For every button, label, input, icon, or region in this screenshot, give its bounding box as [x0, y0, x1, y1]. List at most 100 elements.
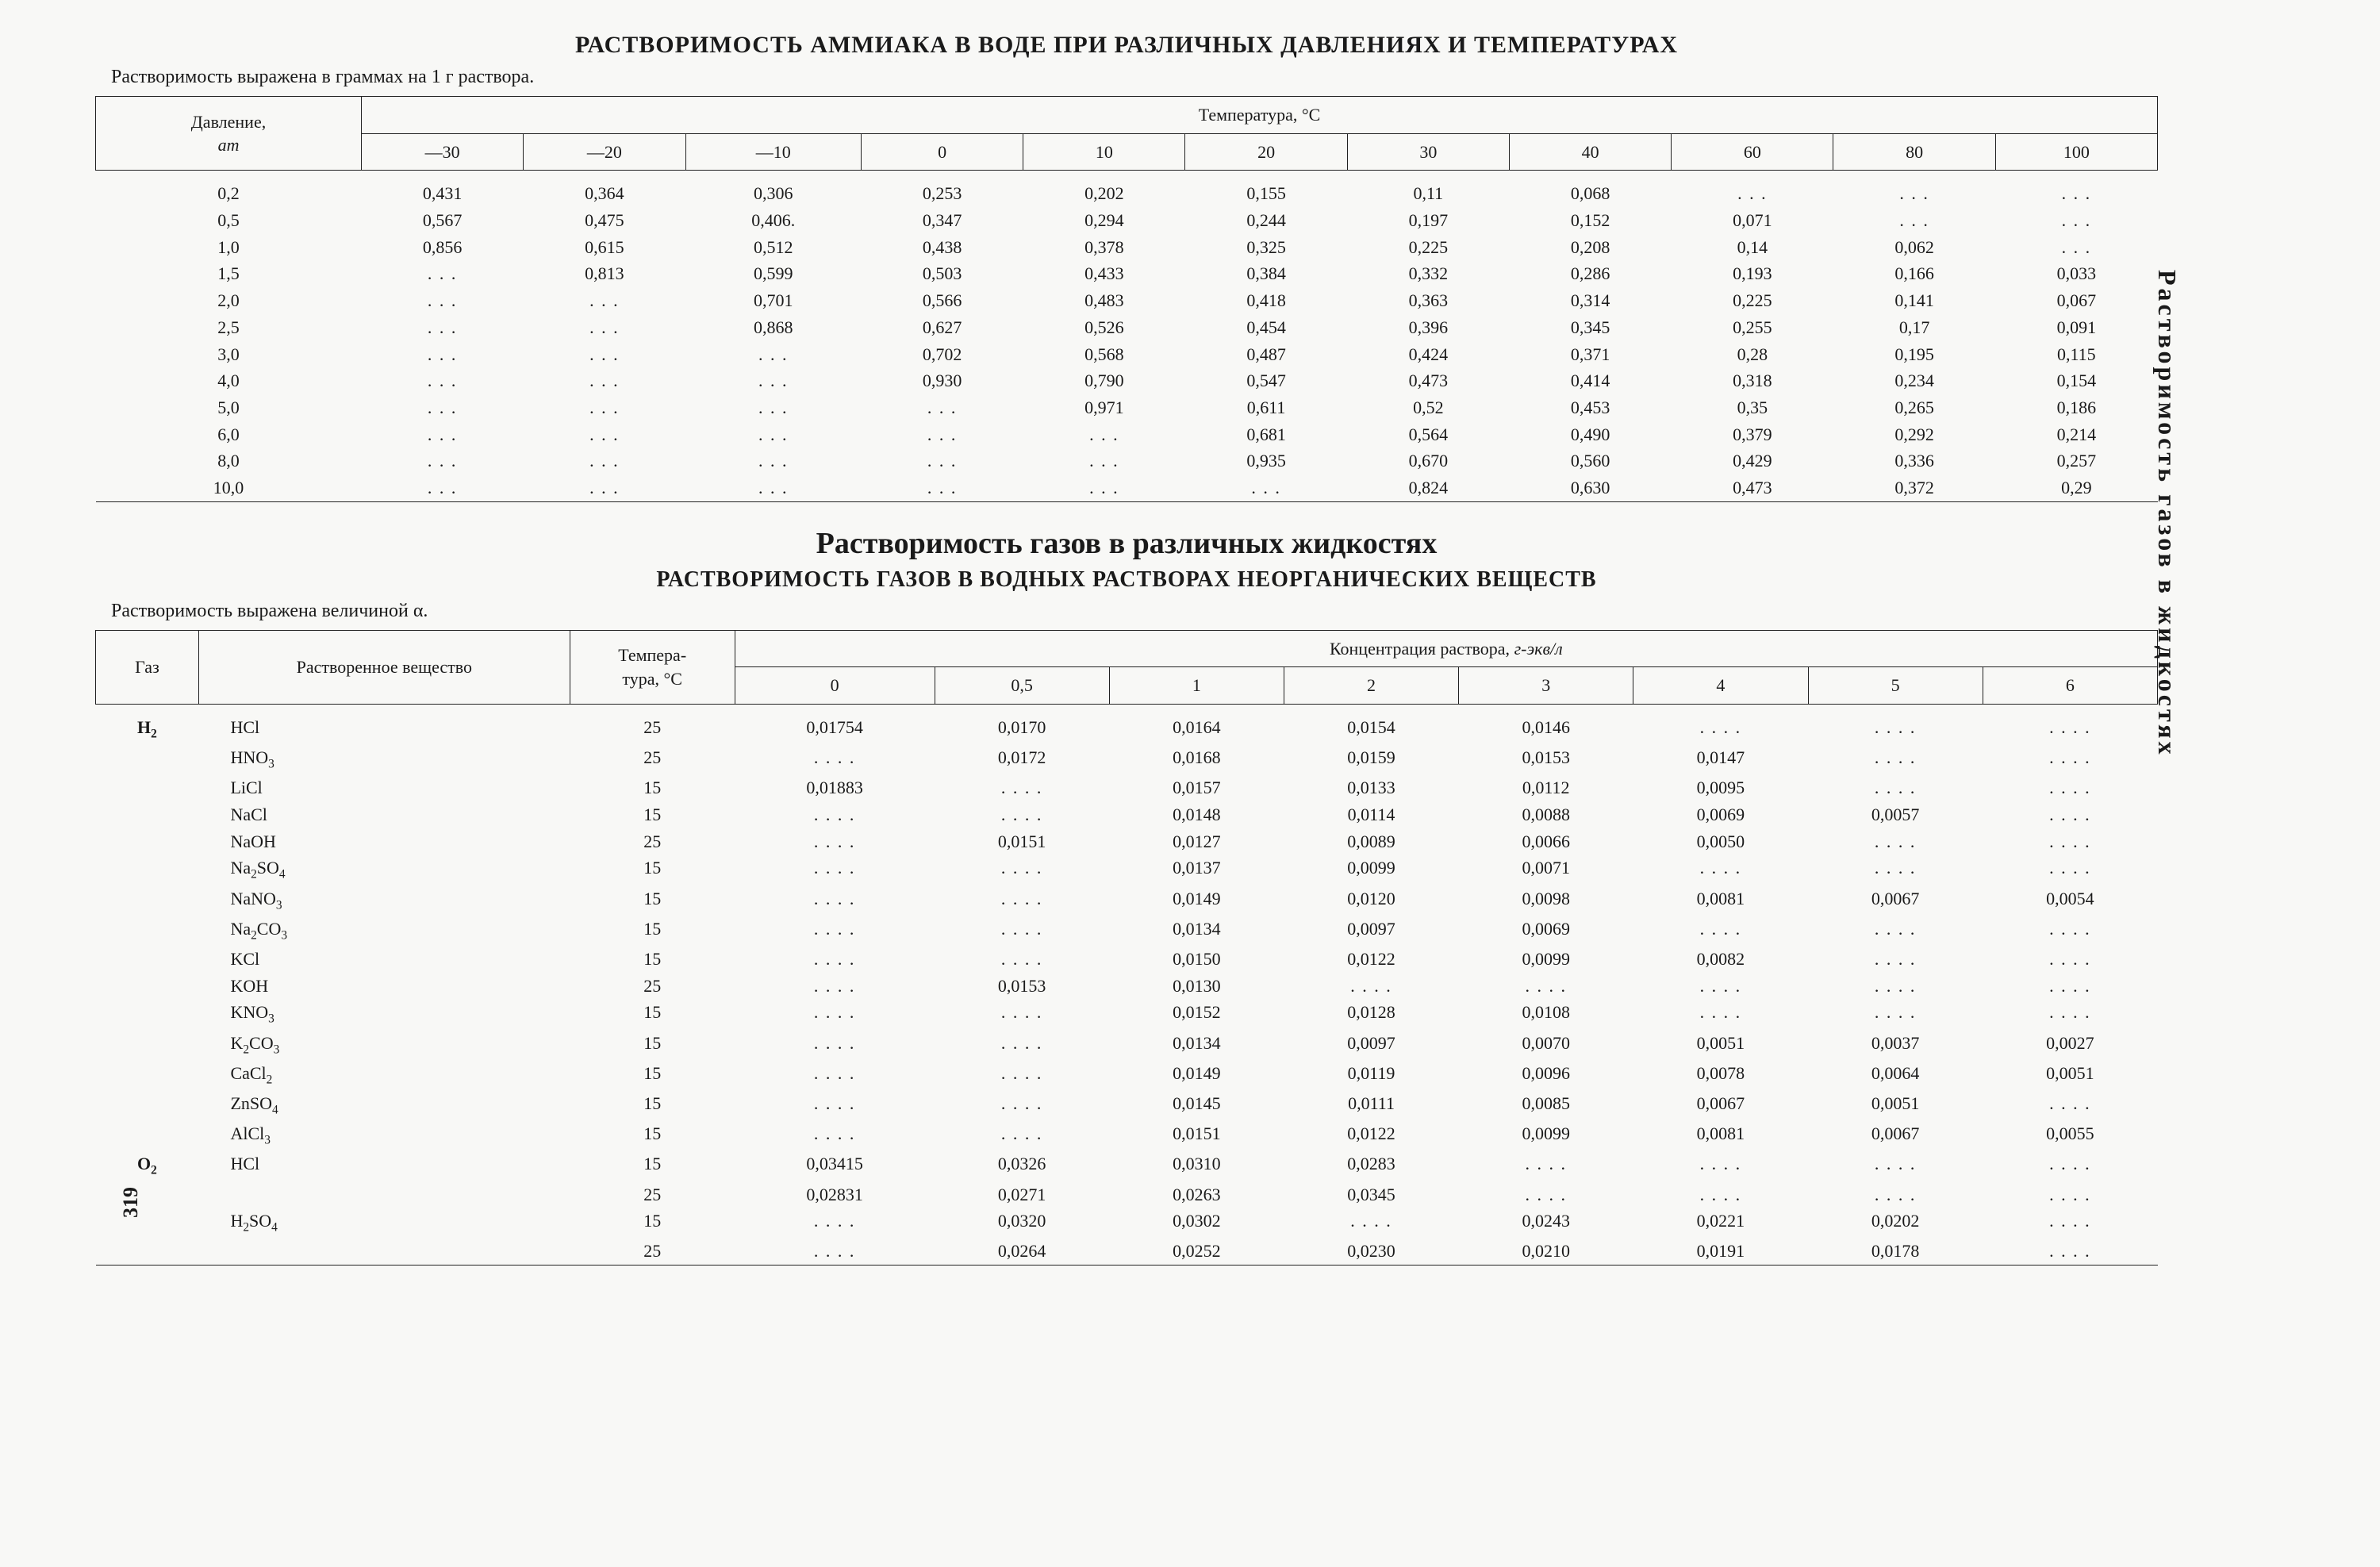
t2-temp-cell: 15: [570, 855, 735, 885]
t1-cell: . . .: [524, 314, 685, 341]
t2-cell: 0,0137: [1109, 855, 1284, 885]
t2-gas-cell: H2: [96, 705, 199, 745]
t1-cell: 0,332: [1347, 260, 1509, 287]
t2-cell: . . . .: [935, 999, 1109, 1029]
t1-cell: 0,701: [685, 287, 861, 314]
t1-cell: 0,336: [1833, 447, 1995, 474]
t1-cell: 0,244: [1185, 207, 1347, 234]
t1-pressure-cell: 2,0: [96, 287, 362, 314]
t1-cell: 0,473: [1347, 367, 1509, 394]
t2-cell: 0,0082: [1633, 946, 1808, 973]
t2-solute-cell: Na2SO4: [198, 855, 570, 885]
t1-col-3: 0: [861, 133, 1023, 171]
t2-solute-cell: CaCl2: [198, 1060, 570, 1090]
t1-cell: 0,379: [1672, 421, 1833, 448]
t2-cell: 0,0122: [1284, 1120, 1458, 1150]
table2-subtitle: Растворимость выражена величиной α.: [111, 601, 2158, 622]
t1-pressure-cell: 1,0: [96, 234, 362, 261]
t2-solute-cell: [198, 1238, 570, 1265]
t2-cell: 0,0064: [1808, 1060, 1983, 1090]
t2-cell: . . . .: [735, 916, 935, 946]
t2-cell: 0,0230: [1284, 1238, 1458, 1265]
t1-cell: . . .: [861, 474, 1023, 501]
table-row: KCl15. . . .. . . .0,01500,01220,00990,0…: [96, 946, 2158, 973]
t1-pressure-cell: 0,2: [96, 171, 362, 207]
t1-col-9: 80: [1833, 133, 1995, 171]
t1-col-4: 10: [1023, 133, 1185, 171]
t2-cell: 0,0326: [935, 1150, 1109, 1181]
t2-solute-cell: H2SO4: [198, 1208, 570, 1238]
t1-cell: 0,294: [1023, 207, 1185, 234]
t1-cell: 0,406.: [685, 207, 861, 234]
t2-temp-cell: 25: [570, 828, 735, 855]
t2-cell: . . . .: [1983, 828, 2157, 855]
t2-cell: . . . .: [1808, 1181, 1983, 1208]
t1-cell: 0,067: [1995, 287, 2157, 314]
t1-cell: 0,378: [1023, 234, 1185, 261]
t2-cell: . . . .: [735, 973, 935, 1000]
t2-cell: . . . .: [735, 1090, 935, 1120]
t2-solute-cell: HNO3: [198, 744, 570, 774]
t2-solute-cell: NaOH: [198, 828, 570, 855]
t2-cell: . . . .: [1808, 828, 1983, 855]
t2-col-1: 0,5: [935, 667, 1109, 705]
table1-title: РАСТВОРИМОСТЬ АММИАКА В ВОДЕ ПРИ РАЗЛИЧН…: [95, 32, 2158, 59]
t1-cell: . . .: [362, 474, 524, 501]
t2-cell: 0,01754: [735, 705, 935, 745]
t2-cell: 0,0055: [1983, 1120, 2157, 1150]
t1-cell: 0,152: [1509, 207, 1671, 234]
t2-cell: . . . .: [1983, 705, 2157, 745]
t2-cell: 0,0111: [1284, 1090, 1458, 1120]
t2-cell: 0,0066: [1459, 828, 1633, 855]
t1-cell: . . .: [524, 447, 685, 474]
t2-cell: . . . .: [1459, 1181, 1633, 1208]
t1-cell: 0,630: [1509, 474, 1671, 501]
t1-cell: . . .: [362, 260, 524, 287]
t2-cell: 0,0089: [1284, 828, 1458, 855]
t1-cell: . . .: [685, 421, 861, 448]
t2-cell: 0,0310: [1109, 1150, 1284, 1181]
t2-gas-cell: [96, 973, 199, 1000]
t2-solute-cell: KOH: [198, 973, 570, 1000]
t2-col-7: 6: [1983, 667, 2157, 705]
section-title-large: Растворимость газов в различных жидкостя…: [95, 526, 2158, 561]
t2-cell: 0,0081: [1633, 885, 1808, 916]
t1-cell: 0,566: [861, 287, 1023, 314]
t1-cell: 0,28: [1672, 341, 1833, 368]
t1-cell: . . .: [685, 474, 861, 501]
table-row: 4,0. . .. . .. . .0,9300,7900,5470,4730,…: [96, 367, 2158, 394]
t2-temp-cell: 25: [570, 1238, 735, 1265]
t1-cell: 0,483: [1023, 287, 1185, 314]
t1-cell: 0,702: [861, 341, 1023, 368]
t2-cell: 0,0153: [935, 973, 1109, 1000]
t2-cell: . . . .: [1284, 1208, 1458, 1238]
table-row: ZnSO415. . . .. . . .0,01450,01110,00850…: [96, 1090, 2158, 1120]
t1-cell: 0,424: [1347, 341, 1509, 368]
t2-cell: 0,0149: [1109, 1060, 1284, 1090]
t2-solute-cell: LiCl: [198, 774, 570, 801]
t1-cell: 0,091: [1995, 314, 2157, 341]
t2-cell: 0,0027: [1983, 1030, 2157, 1060]
t2-cell: . . . .: [1983, 774, 2157, 801]
t2-cell: 0,0210: [1459, 1238, 1633, 1265]
t2-cell: . . . .: [935, 885, 1109, 916]
t2-cell: 0,0097: [1284, 1030, 1458, 1060]
t2-gas-cell: [96, 946, 199, 973]
t2-temp-cell: 15: [570, 885, 735, 916]
t1-cell: 0,431: [362, 171, 524, 207]
t1-cell: . . .: [685, 394, 861, 421]
t2-cell: 0,0152: [1109, 999, 1284, 1029]
t1-cell: . . .: [1995, 234, 2157, 261]
t2-cell: 0,0221: [1633, 1208, 1808, 1238]
t1-cell: 0,286: [1509, 260, 1671, 287]
t2-cell: . . . .: [1808, 774, 1983, 801]
t1-cell: 0,475: [524, 207, 685, 234]
t1-cell: 0,418: [1185, 287, 1347, 314]
t2-cell: 0,0127: [1109, 828, 1284, 855]
t1-cell: 0,033: [1995, 260, 2157, 287]
t1-cell: . . .: [524, 367, 685, 394]
t2-temp-cell: 15: [570, 1090, 735, 1120]
t2-cell: . . . .: [735, 801, 935, 828]
t2-cell: . . . .: [1983, 1238, 2157, 1265]
t2-cell: 0,0037: [1808, 1030, 1983, 1060]
